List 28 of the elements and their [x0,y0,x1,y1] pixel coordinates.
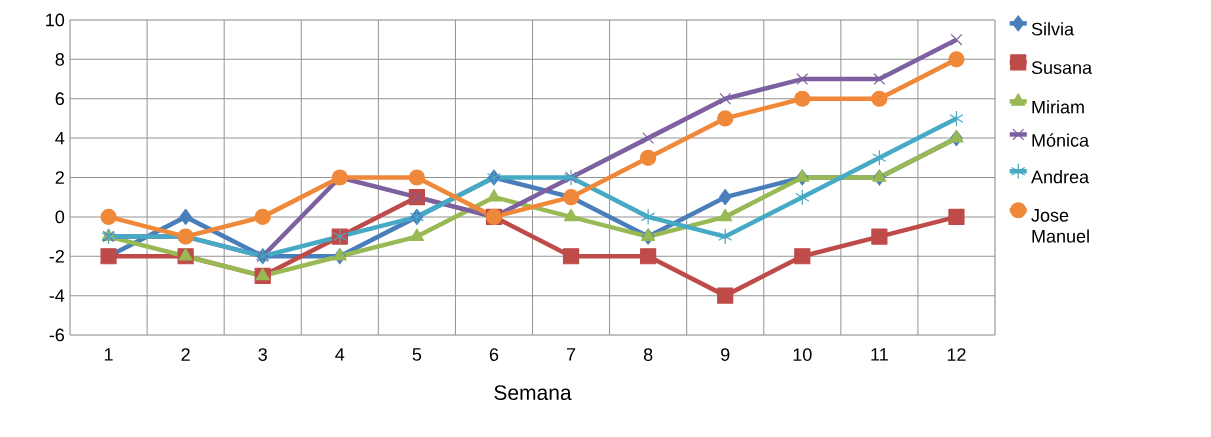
y-tick-label: -6 [49,328,65,342]
x-tick-label: 7 [566,348,576,361]
y-tick-label: 8 [55,52,65,66]
x-tick-label: 9 [721,348,730,361]
legend-label: Miriam [1032,100,1084,114]
x-tick-label: 10 [793,348,812,361]
y-tick-label: 10 [46,13,65,27]
x-tick-label: 3 [258,348,267,361]
y-tick-label: -2 [49,249,64,263]
x-tick-label: 4 [335,348,345,361]
x-tick-label: 6 [489,348,499,361]
legend-label: Andrea [1031,170,1090,184]
y-tick-label: -4 [49,289,65,302]
y-tick-label: 6 [55,92,65,106]
x-tick-label: 11 [871,348,888,361]
x-tick-label: 12 [947,348,966,361]
x-tick-label: 1 [104,348,113,361]
legend-label: Mónica [1032,133,1090,147]
x-axis-title: Semana [494,385,572,401]
y-tick-label: 2 [55,171,64,184]
x-tick-label: 8 [643,348,653,361]
y-tick-label: 0 [55,210,65,224]
y-tick-label: 4 [55,131,65,145]
x-tick-label: 5 [412,348,422,361]
x-tick-label: 2 [181,348,190,361]
legend-label: Susana [1031,61,1093,75]
legend-label: Jose Manuel [1031,209,1089,243]
legend-label: Silvia [1031,22,1075,36]
